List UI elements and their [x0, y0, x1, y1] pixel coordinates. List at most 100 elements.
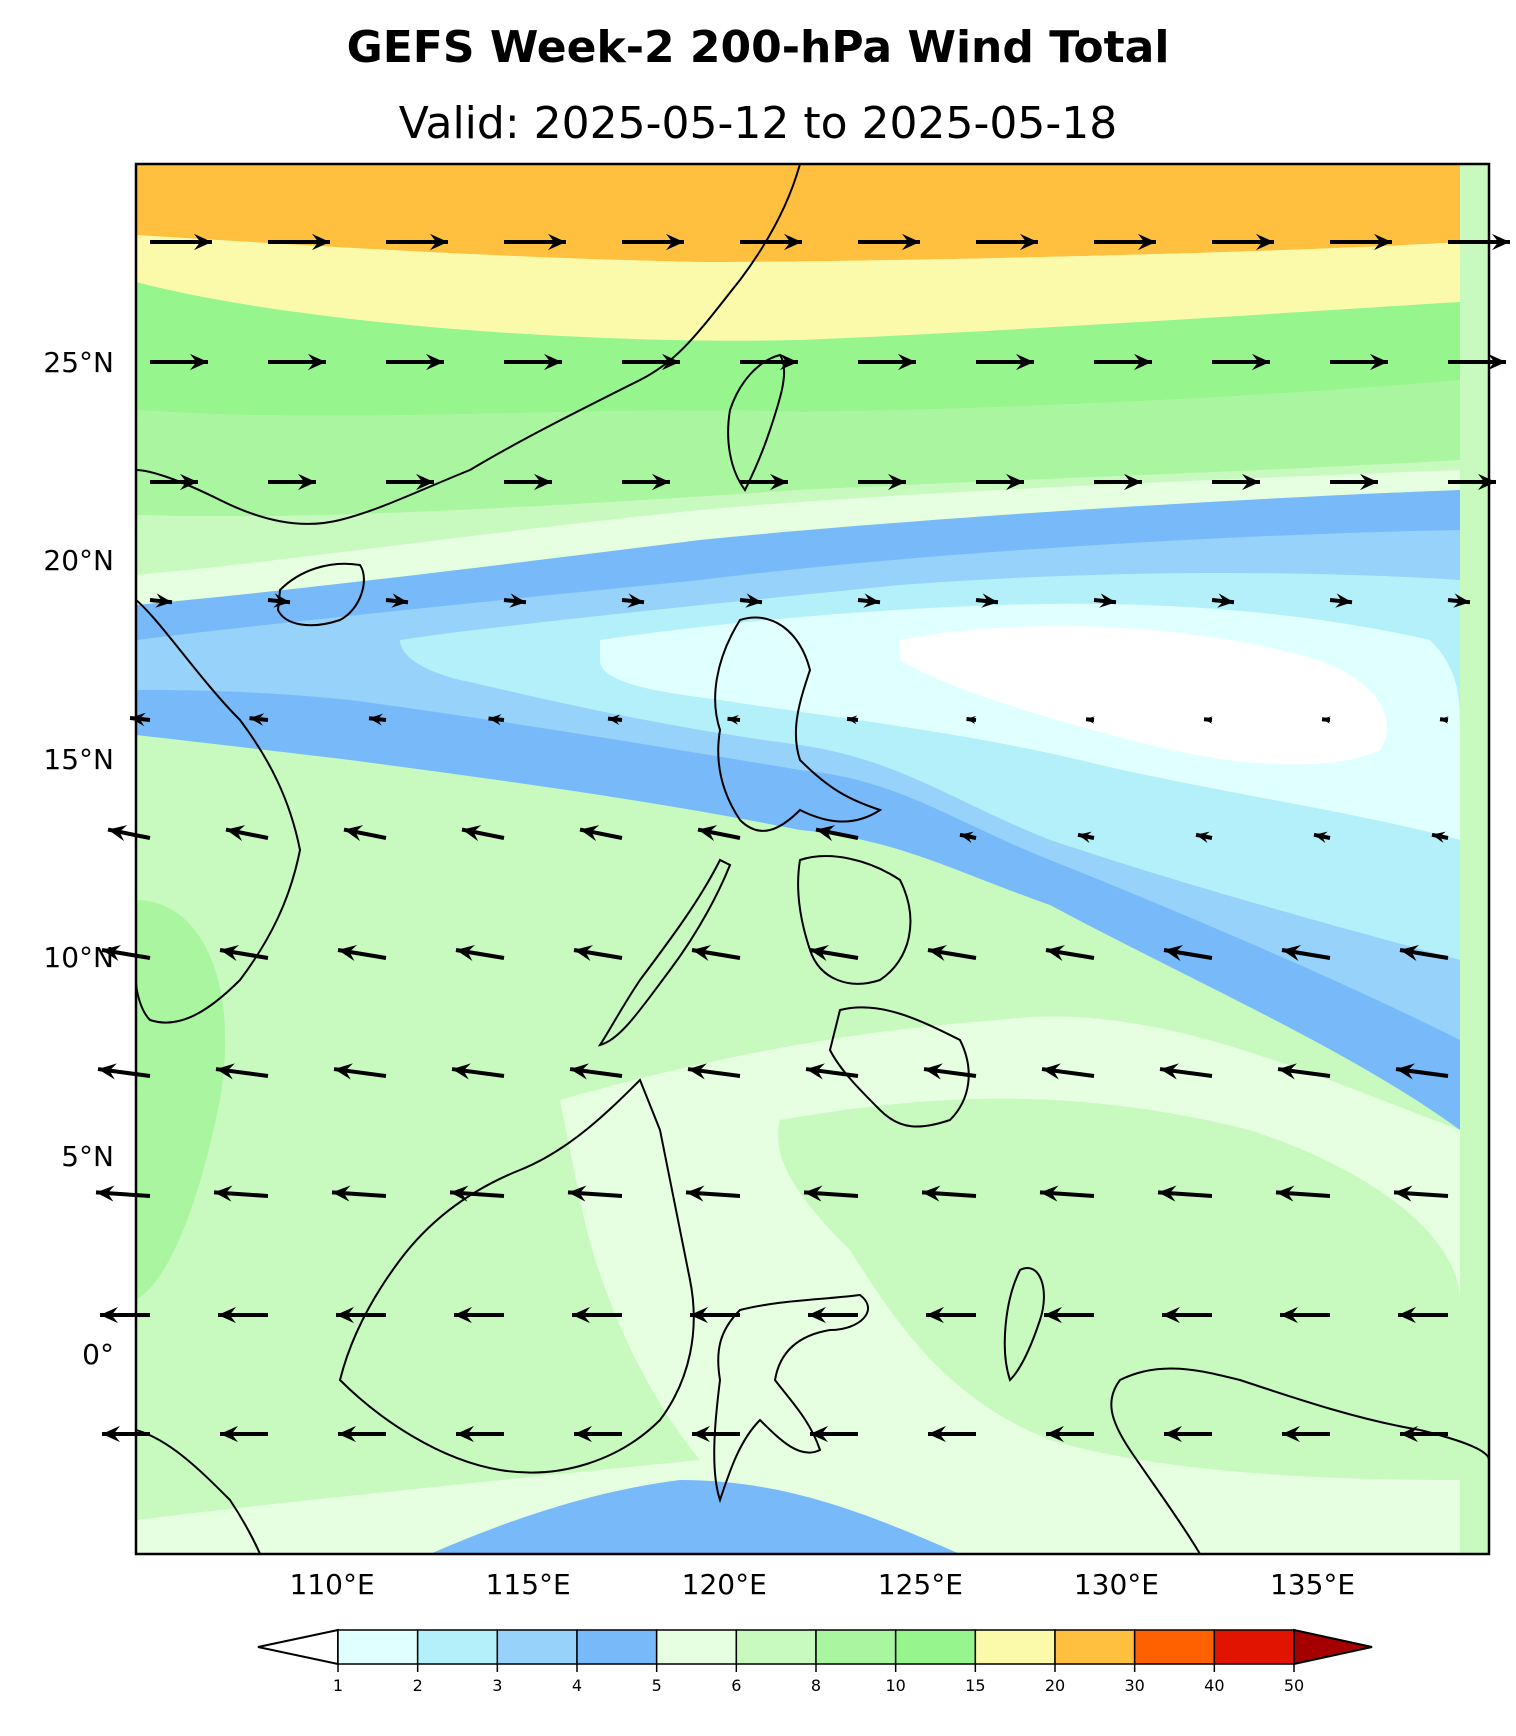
wind-vector-head	[1322, 716, 1331, 724]
wind-vector-head	[100, 1306, 118, 1324]
wind-vector-head	[1478, 473, 1496, 491]
wind-vector-head	[806, 1063, 825, 1080]
wind-vector-head	[627, 593, 644, 608]
wind-vector-head	[1138, 233, 1156, 251]
wind-vector-head	[688, 1063, 707, 1080]
wind-vector-head	[847, 715, 858, 725]
wind-vector-head	[456, 1425, 474, 1443]
colorbar-tick-label: 4	[571, 1676, 583, 1695]
wind-vector-head	[1280, 1306, 1298, 1324]
wind-vector-head	[391, 593, 408, 608]
colorbar-segment	[576, 1629, 658, 1665]
wind-vector-head	[928, 1425, 946, 1443]
colorbar-over-extend	[1293, 1628, 1373, 1666]
wind-vector-head	[686, 1185, 705, 1202]
wind-vector-head	[1398, 1306, 1416, 1324]
wind-vectors	[95, 233, 1510, 1443]
wind-vector-head	[1158, 1185, 1177, 1202]
wind-vector-head	[544, 353, 562, 371]
wind-vector-head	[1164, 944, 1184, 961]
wind-vector-head	[692, 944, 712, 961]
wind-vector-head	[1374, 233, 1392, 251]
lon-tick-label: 125°E	[877, 1568, 963, 1601]
colorbar-tick-label: 8	[810, 1676, 822, 1695]
colorbar-segment	[1213, 1629, 1295, 1665]
wind-vector-head	[902, 233, 920, 251]
wind-vector-head	[98, 1063, 117, 1080]
wind-vector-head	[652, 473, 670, 491]
wind-vector-head	[298, 473, 316, 491]
wind-vector-head	[548, 233, 566, 251]
lat-tick-label: 20°N	[43, 544, 114, 578]
colorbar-segment	[974, 1629, 1056, 1665]
wind-vector-head	[462, 825, 482, 842]
wind-vector-head	[698, 825, 718, 842]
wind-vector-head	[273, 593, 290, 608]
wind-vector-head	[180, 473, 198, 491]
wind-vector-head	[770, 473, 788, 491]
wind-vector-head	[780, 353, 798, 371]
colorbar-segment	[1054, 1629, 1136, 1665]
wind-vector-head	[194, 233, 212, 251]
island-palawan	[597, 858, 732, 1047]
wind-vector-head	[1282, 944, 1302, 961]
colorbar-tick-label: 50	[1283, 1676, 1305, 1695]
wind-vector-head	[888, 473, 906, 491]
lon-tick-label: 135°E	[1269, 1568, 1356, 1601]
colorbar-tick-label: 5	[651, 1676, 662, 1695]
coast-indochina	[136, 599, 302, 1024]
lat-tick-label: 0°	[82, 1338, 114, 1372]
wind-vector-head	[570, 1063, 589, 1080]
wind-vector-head	[863, 593, 880, 608]
colorbar-segment	[416, 1629, 499, 1665]
lat-tick-label: 10°N	[43, 941, 114, 975]
band-yellow	[136, 235, 1460, 341]
colorbar-segment	[496, 1629, 578, 1665]
band-green-15	[136, 282, 1460, 416]
colorbar-tick-label: 30	[1124, 1676, 1145, 1695]
colorbar-tick-label: 2	[412, 1676, 423, 1695]
wind-vector-head	[568, 1185, 587, 1202]
wind-vector-head	[1086, 716, 1095, 724]
islands-visayas	[797, 855, 912, 985]
wind-vector-head	[1488, 353, 1506, 371]
wind-vector-head	[155, 593, 172, 608]
wind-vector-head	[924, 1063, 943, 1080]
wind-vector-head	[1162, 1306, 1180, 1324]
wind-vector-head	[1278, 1063, 1297, 1080]
wind-vector-head	[1432, 831, 1446, 843]
lon-tick-label: 110°E	[289, 1568, 375, 1601]
wind-vector-head	[1314, 831, 1328, 843]
island-taiwan	[727, 353, 786, 492]
colorbar-tick-label: 20	[1044, 1676, 1066, 1695]
colorbar-segment	[337, 1629, 419, 1665]
wind-vector-head	[1396, 1063, 1415, 1080]
map-frame	[134, 162, 1491, 1556]
wind-vector-head	[1242, 473, 1260, 491]
wind-vector-head	[102, 944, 122, 961]
wind-vector-head	[452, 1063, 471, 1080]
wind-vector-head	[102, 1425, 120, 1443]
wind-vector-head	[810, 944, 830, 961]
wind-vector-head	[1134, 353, 1152, 371]
wind-vector-head	[1042, 1063, 1061, 1080]
island-mindanao	[828, 1006, 970, 1128]
island-sumatra	[136, 1429, 261, 1554]
wind-vector-head	[1217, 593, 1234, 608]
wind-vector-head	[369, 713, 383, 726]
wind-vector-head	[1360, 473, 1378, 491]
colorbar-segment	[894, 1629, 977, 1665]
wind-vector-head	[426, 353, 444, 371]
wind-vector-head	[249, 713, 265, 726]
wind-vector-head	[804, 1185, 823, 1202]
island-hainan	[276, 562, 365, 627]
wind-vector-head	[334, 1063, 353, 1080]
fill-8-west	[136, 900, 226, 1300]
island-new-guinea	[1110, 1367, 1489, 1554]
wind-vector-head	[981, 593, 998, 608]
colorbar-tick-label: 1	[332, 1676, 344, 1695]
lat-tick-label: 5°N	[61, 1139, 114, 1173]
wind-vector-head	[216, 1063, 235, 1080]
colorbar-segment	[1133, 1629, 1216, 1665]
wind-vector-head	[130, 712, 146, 727]
